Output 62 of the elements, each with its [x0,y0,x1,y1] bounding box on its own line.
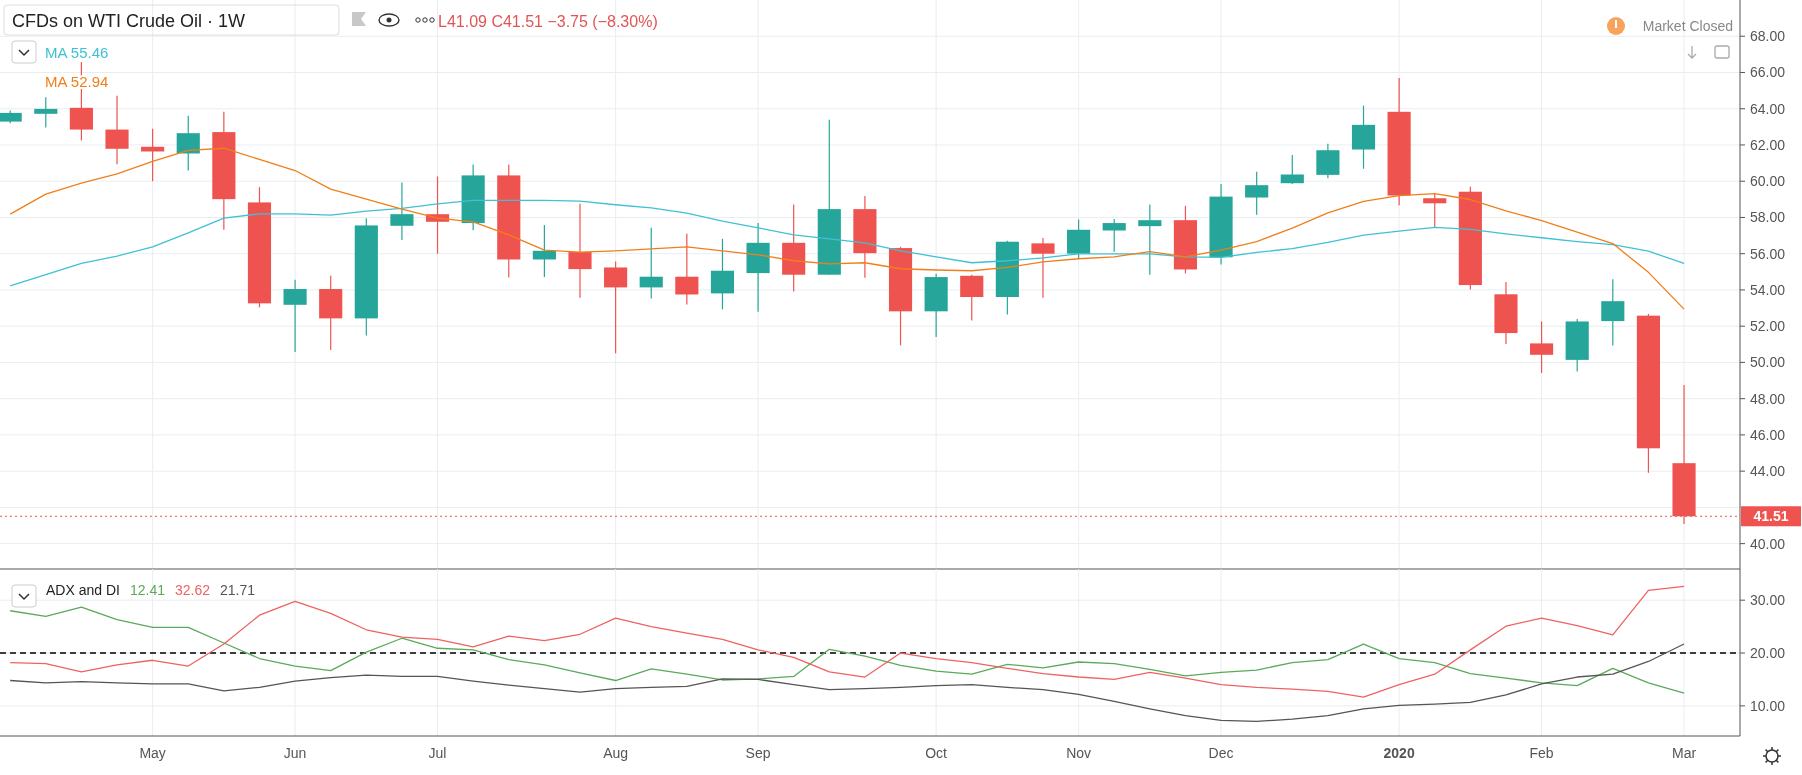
candlestick [283,279,307,353]
candlestick [675,233,699,306]
text: 21.71 [220,582,256,598]
candlestick [34,96,58,129]
candlestick [1280,154,1304,185]
y-tick-label: 68.00 [1750,28,1786,45]
y-tick-label: 58.00 [1750,209,1786,226]
x-tick-label: Oct [925,745,948,761]
x-tick-label: 2020 [1383,745,1415,761]
candlestick [1067,218,1091,260]
line-series [9,643,1685,723]
y-tick-label: 54.00 [1750,281,1786,298]
x-tick-label: May [139,745,166,761]
candlestick [960,274,984,321]
x-tick-label: Mar [1671,745,1697,761]
series-label: 12.41 [129,582,166,598]
text: L41.09 C41.51 −3.75 (−8.30%) [438,13,658,30]
y-tick-label: 10.00 [1750,697,1786,714]
text: 32.62 [174,582,211,598]
candlestick [1031,237,1055,299]
x-tick-label: Aug [603,745,629,761]
x-tick-label: Nov [1066,745,1092,761]
candlestick [1138,203,1162,276]
y-tick-label: 60.00 [1750,173,1786,190]
annotation: Market Closed [1642,18,1733,34]
y-tick-label: 64.00 [1750,100,1786,117]
x-tick-label: Dec [1208,745,1234,761]
text: ADX and DI [46,582,120,598]
y-tick-label: 30.00 [1750,592,1786,609]
text: CFDs on WTI Crude Oil · 1W [12,11,246,31]
y-tick-label: 46.00 [1750,426,1786,443]
line-series [9,585,1685,698]
y-tick-label: 40.00 [1750,535,1786,552]
candlestick [532,224,556,278]
y-tick-label: 66.00 [1750,64,1786,81]
y-tick-label: 44.00 [1750,463,1786,480]
x-tick-label: Jun [283,745,307,761]
candlestick [1245,171,1269,216]
x-tick-label: Feb [1529,745,1554,761]
candlestick [568,203,592,299]
text: 41.51 [1753,508,1789,525]
candlestick [105,95,129,165]
candlestick [1102,218,1126,253]
text: MA 55.46 [45,44,109,61]
y-tick-label: 52.00 [1750,318,1786,335]
line-series [9,199,1685,287]
candlestick [639,227,663,300]
candlestick [710,238,735,310]
line-series [9,606,1685,694]
candlestick [1423,193,1447,229]
y-tick-label: 56.00 [1750,245,1786,262]
y-tick-label: 50.00 [1750,354,1786,371]
candlestick [1601,278,1625,346]
x-tick-label: Sep [745,745,771,761]
y-tick-label: 20.00 [1750,645,1786,662]
candlestick [176,115,200,172]
candlestick [390,181,414,241]
y-tick-label: 62.00 [1750,136,1786,153]
x-tick-label: Jul [428,745,447,761]
candlestick [1530,320,1554,374]
y-tick-label: 48.00 [1750,390,1786,407]
candlestick [604,260,628,354]
